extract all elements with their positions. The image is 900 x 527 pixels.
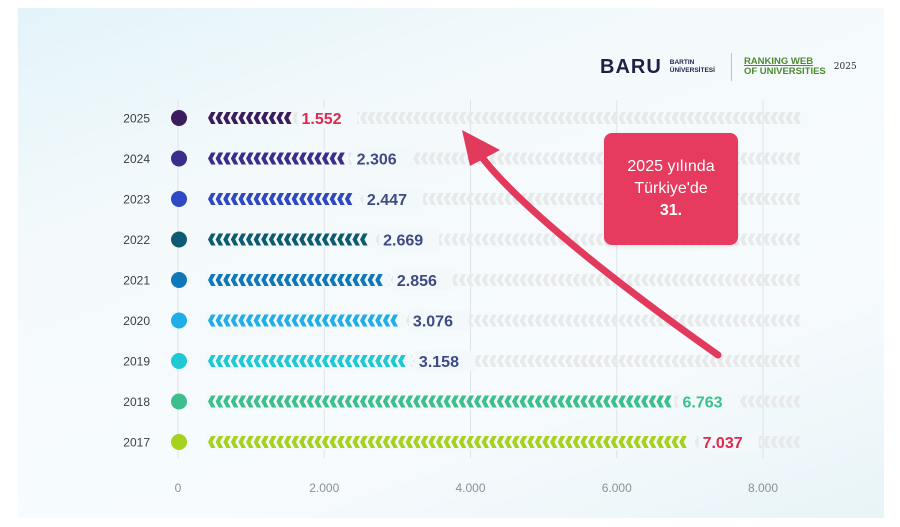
year-label: 2024: [123, 152, 150, 166]
value-label: 2.856: [397, 273, 437, 290]
value-label-bg: [352, 148, 413, 169]
ranking-web-logo: RANKING WEB OF UNIVERSITIES: [744, 57, 826, 77]
year-dot: [171, 150, 187, 167]
year-dot: [171, 353, 187, 369]
bar: [208, 274, 383, 286]
year-dot: [171, 231, 187, 248]
value-label: 7.037: [703, 435, 743, 452]
value-label-bg: [379, 229, 440, 250]
x-tick-label: 0: [175, 481, 182, 495]
university-name: BARTIN ÜNİVERSİTESİ: [670, 59, 715, 75]
year-dot: [171, 110, 187, 126]
value-label: 6.763: [683, 395, 723, 412]
value-label-bg: [297, 108, 358, 128]
university-line2: ÜNİVERSİTESİ: [669, 67, 715, 74]
year-label: 2020: [123, 314, 150, 328]
value-label: 3.076: [413, 314, 453, 331]
bar: [208, 152, 345, 165]
year-label: 2023: [123, 193, 150, 207]
value-label-bg: [408, 310, 469, 331]
value-label-bg: [362, 189, 423, 209]
value-label: 2.306: [357, 152, 397, 169]
ranking-year: 2025: [833, 62, 857, 72]
bar: [208, 112, 292, 124]
bar: [208, 436, 687, 448]
x-tick-label: 2.000: [309, 481, 339, 495]
year-label: 2025: [123, 112, 150, 126]
bar: [208, 314, 398, 327]
value-label: 3.158: [419, 354, 459, 371]
year-label: 2017: [123, 436, 150, 450]
x-tick-label: 4.000: [455, 481, 485, 495]
year-label: 2021: [123, 274, 150, 288]
baru-logo: BARU: [600, 55, 662, 78]
callout-line1: 2025 yılında: [627, 158, 715, 175]
year-label: 2022: [123, 233, 150, 247]
bar: [208, 193, 353, 205]
callout-rank: 31.: [659, 202, 683, 219]
callout-line2: Türkiye'de: [634, 180, 708, 197]
callout-box: 2025 yılında Türkiye'de 31.: [604, 133, 738, 245]
value-label-bg: [392, 270, 453, 290]
value-label-bg: [698, 432, 759, 452]
year-label: 2018: [123, 395, 150, 409]
bar: [208, 395, 672, 408]
value-label-bg: [414, 351, 475, 371]
year-dot: [171, 272, 187, 288]
bar-track: [208, 112, 801, 124]
x-tick-label: 8.000: [748, 481, 778, 495]
trend-arrow: [462, 130, 722, 359]
ranking-line1: RANKING WEB: [743, 56, 814, 67]
value-label-bg: [678, 391, 739, 412]
value-label: 1.552: [301, 111, 341, 128]
year-dot: [171, 434, 187, 450]
value-label: 2.669: [383, 233, 423, 250]
year-dot: [171, 393, 187, 410]
year-label: 2019: [123, 355, 150, 369]
ranking-line2: OF UNIVERSITIES: [743, 66, 826, 77]
year-dot: [171, 191, 187, 207]
brand-header: BARU BARTIN ÜNİVERSİTESİ RANKING WEB OF …: [600, 52, 857, 82]
university-line1: BARTIN: [669, 59, 695, 66]
bar: [208, 355, 406, 367]
year-dot: [171, 312, 187, 329]
x-tick-label: 6.000: [602, 481, 632, 495]
bar: [208, 233, 368, 246]
brand-divider: [730, 53, 732, 81]
value-label: 2.447: [367, 192, 407, 209]
